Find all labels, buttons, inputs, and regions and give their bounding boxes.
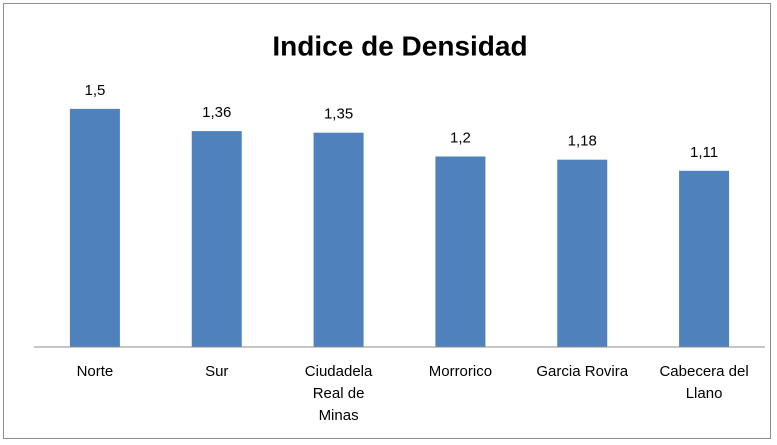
data-label: 1,2 [450,129,471,146]
bar [69,108,120,347]
x-tick-label: Sur [205,363,229,380]
x-tick-label: Morrorico [428,363,493,380]
x-tick-label: Ciudadela Real de Minas [304,363,373,424]
data-label: 1,18 [568,133,597,150]
x-tick-label: Norte [76,363,114,380]
data-label: 1,5 [84,82,105,99]
chart-frame [3,3,771,439]
chart-title: Indice de Densidad [272,30,527,61]
x-tick-label: Cabecera del Llano [659,363,749,402]
bar [435,156,486,347]
data-label: 1,11 [690,144,718,161]
bar [557,159,608,347]
x-tick-label: Garcia Rovira [536,363,629,380]
data-label: 1,35 [324,106,353,123]
bar [191,131,242,347]
data-label: 1,36 [202,104,231,121]
bar [679,170,730,347]
bar [313,132,364,347]
